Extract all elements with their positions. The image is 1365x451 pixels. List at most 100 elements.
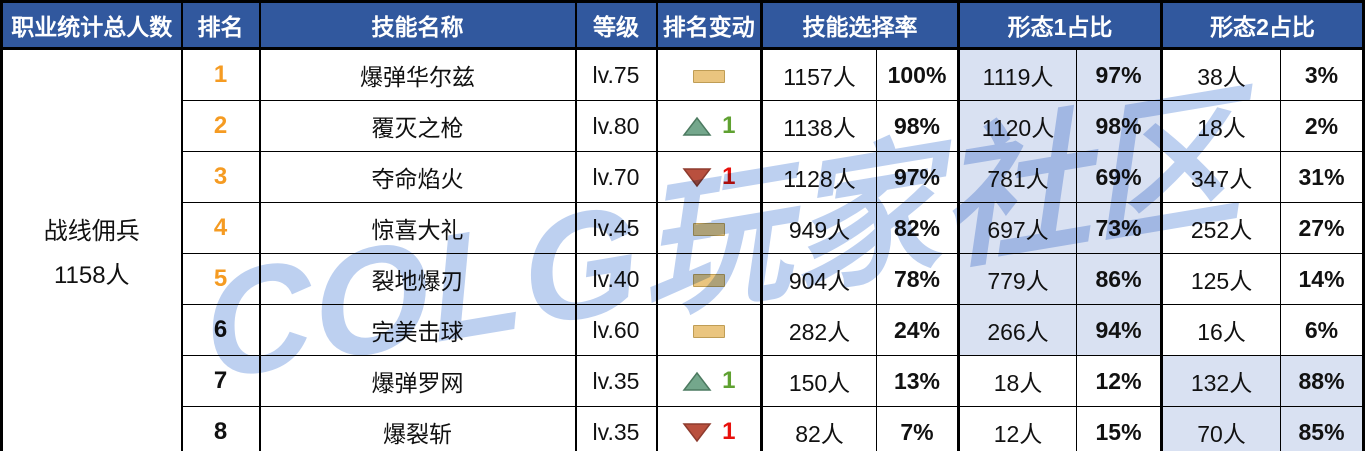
skill-name-cell: 爆弹华尔兹 bbox=[258, 48, 576, 101]
form1-pct-cell: 98% bbox=[1075, 100, 1162, 152]
table-row: 战线佣兵 1158人 1 爆弹华尔兹 lv.75 1157人 100% 1119… bbox=[1, 48, 1364, 451]
rank-change-cell: 1 bbox=[655, 355, 762, 407]
header-level: 等级 bbox=[574, 1, 657, 50]
table-row: 6 完美击球 lv.60 282人 24% 266人 94% 16人 6% bbox=[2, 304, 1364, 356]
rank-change-value: 1 bbox=[722, 163, 736, 191]
class-name: 战线佣兵 bbox=[43, 217, 140, 245]
form1-count-cell: 781人 bbox=[957, 151, 1077, 203]
form1-pct-cell: 94% bbox=[1075, 304, 1162, 356]
skill-name-cell: 惊喜大礼 bbox=[258, 202, 576, 254]
selection-count-cell: 904人 bbox=[760, 253, 877, 305]
triangle-up-icon bbox=[682, 116, 712, 136]
header-rank: 排名 bbox=[180, 1, 260, 50]
form2-count-cell: 38人 bbox=[1160, 48, 1281, 101]
table-row: 4 惊喜大礼 lv.45 949人 82% 697人 73% 252人 27% bbox=[2, 202, 1364, 254]
form2-count-cell: 132人 bbox=[1160, 355, 1281, 407]
dash-icon bbox=[692, 69, 725, 83]
level-cell: lv.45 bbox=[574, 202, 657, 254]
selection-count-cell: 282人 bbox=[760, 304, 877, 356]
level-cell: lv.40 bbox=[574, 253, 657, 305]
form2-pct-cell: 14% bbox=[1280, 253, 1364, 305]
form2-count-cell: 252人 bbox=[1160, 202, 1281, 254]
table-row: 2 覆灭之枪 lv.80 1 1138人 98% 1120人 98% 18人 2… bbox=[2, 100, 1364, 152]
form1-pct-cell: 97% bbox=[1075, 48, 1162, 101]
header-row: 职业统计总人数 排名 技能名称 等级 排名变动 技能选择率 形态1占比 形态2占… bbox=[1, 1, 1364, 50]
form1-count-cell: 1120人 bbox=[957, 100, 1077, 152]
selection-pct-cell: 78% bbox=[876, 253, 959, 305]
triangle-down-icon bbox=[682, 423, 712, 443]
rank-change-value: 1 bbox=[722, 112, 736, 140]
form2-count-cell: 16人 bbox=[1160, 304, 1281, 356]
rank-change-cell: 1 bbox=[655, 151, 762, 203]
rank-cell: 3 bbox=[180, 151, 260, 203]
header-selection-rate: 技能选择率 bbox=[760, 1, 959, 50]
form2-pct-cell: 2% bbox=[1280, 100, 1364, 152]
level-cell: lv.35 bbox=[574, 406, 657, 451]
level-cell: lv.60 bbox=[574, 304, 657, 356]
selection-pct-cell: 82% bbox=[876, 202, 959, 254]
dash-icon bbox=[692, 222, 725, 236]
rank-cell: 6 bbox=[180, 304, 260, 356]
form1-pct-cell: 86% bbox=[1075, 253, 1162, 305]
rank-change-cell: 1 bbox=[655, 406, 762, 451]
level-cell: lv.35 bbox=[574, 355, 657, 407]
class-total-count: 1158人 bbox=[53, 261, 130, 289]
form1-count-cell: 12人 bbox=[957, 406, 1077, 451]
rank-cell: 2 bbox=[180, 100, 260, 152]
form1-pct-cell: 12% bbox=[1075, 355, 1162, 407]
triangle-down-icon bbox=[682, 168, 712, 188]
triangle-up-icon bbox=[682, 371, 712, 391]
dash-icon bbox=[692, 273, 725, 287]
selection-pct-cell: 98% bbox=[876, 100, 959, 152]
skill-name-cell: 爆弹罗网 bbox=[258, 355, 576, 407]
form2-count-cell: 125人 bbox=[1160, 253, 1281, 305]
table-row: 8 爆裂斩 lv.35 1 82人 7% 12人 15% 70人 85% bbox=[2, 406, 1364, 451]
form2-pct-cell: 31% bbox=[1280, 151, 1364, 203]
form2-count-cell: 347人 bbox=[1160, 151, 1281, 203]
selection-pct-cell: 24% bbox=[876, 304, 959, 356]
rank-change-cell bbox=[655, 253, 762, 305]
selection-count-cell: 82人 bbox=[760, 406, 877, 451]
rank-cell: 7 bbox=[180, 355, 260, 407]
skill-name-cell: 完美击球 bbox=[258, 304, 576, 356]
level-cell: lv.75 bbox=[574, 48, 657, 101]
skill-name-cell: 爆裂斩 bbox=[258, 406, 576, 451]
selection-pct-cell: 7% bbox=[876, 406, 959, 451]
dash-icon bbox=[692, 324, 725, 338]
rank-change-cell bbox=[655, 304, 762, 356]
form1-count-cell: 697人 bbox=[957, 202, 1077, 254]
header-skill-name: 技能名称 bbox=[258, 1, 576, 50]
level-cell: lv.80 bbox=[574, 100, 657, 152]
form1-pct-cell: 15% bbox=[1075, 406, 1162, 451]
selection-count-cell: 1128人 bbox=[760, 151, 877, 203]
form1-count-cell: 266人 bbox=[957, 304, 1077, 356]
skill-name-cell: 夺命焰火 bbox=[258, 151, 576, 203]
rank-change-value: 1 bbox=[722, 418, 736, 446]
rank-change-cell bbox=[655, 202, 762, 254]
selection-count-cell: 150人 bbox=[760, 355, 877, 407]
rank-change-value: 1 bbox=[722, 367, 736, 395]
rank-cell: 5 bbox=[180, 253, 260, 305]
form2-pct-cell: 6% bbox=[1280, 304, 1364, 356]
level-cell: lv.70 bbox=[574, 151, 657, 203]
header-rank-change: 排名变动 bbox=[655, 1, 762, 50]
class-summary-cell: 战线佣兵 1158人 bbox=[1, 48, 182, 451]
form2-pct-cell: 27% bbox=[1280, 202, 1364, 254]
selection-pct-cell: 13% bbox=[876, 355, 959, 407]
selection-pct-cell: 100% bbox=[876, 48, 959, 101]
selection-count-cell: 1138人 bbox=[760, 100, 877, 152]
rank-cell: 8 bbox=[180, 406, 260, 451]
form2-count-cell: 18人 bbox=[1160, 100, 1281, 152]
table-row: 3 夺命焰火 lv.70 1 1128人 97% 781人 69% 347人 3… bbox=[2, 151, 1364, 203]
table-row: 7 爆弹罗网 lv.35 1 150人 13% 18人 12% 132人 88% bbox=[2, 355, 1364, 407]
form1-count-cell: 18人 bbox=[957, 355, 1077, 407]
rank-cell: 4 bbox=[180, 202, 260, 254]
form1-count-cell: 1119人 bbox=[957, 48, 1077, 101]
rank-change-cell: 1 bbox=[655, 100, 762, 152]
rank-change-cell bbox=[655, 48, 762, 101]
form2-pct-cell: 88% bbox=[1280, 355, 1364, 407]
selection-count-cell: 949人 bbox=[760, 202, 877, 254]
form1-count-cell: 779人 bbox=[957, 253, 1077, 305]
